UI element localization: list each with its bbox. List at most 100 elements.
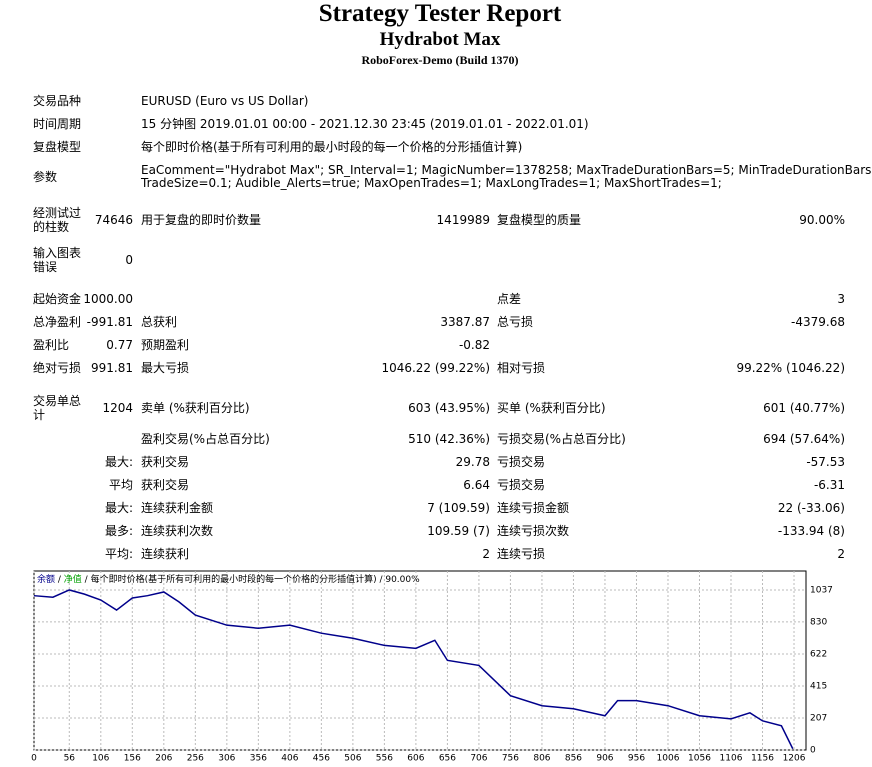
x-tick-label: 1006 — [657, 754, 680, 764]
x-tick-label: 806 — [533, 754, 550, 764]
stat-value: 0.77 — [106, 338, 133, 352]
x-tick-label: 856 — [565, 754, 582, 764]
stat-value: 1046.22 (99.22%) — [381, 361, 490, 375]
stat-value: -0.82 — [458, 338, 490, 352]
separator: / — [55, 575, 64, 585]
stat-label: 连续亏损 — [497, 547, 546, 561]
x-tick-label: 256 — [187, 754, 204, 764]
separator: / — [377, 575, 386, 585]
stat-value: 90.00% — [799, 213, 845, 227]
stat-label: 总亏损 — [497, 315, 534, 329]
subtitle: Hydrabot Max — [379, 29, 501, 50]
stat-value: -4379.68 — [791, 315, 845, 329]
x-tick-label: 106 — [92, 754, 109, 764]
stat-value: 平均 — [108, 478, 133, 492]
x-tick-label: 0 — [31, 754, 37, 764]
stat-label: 相对亏损 — [497, 361, 546, 375]
stat-label: 起始资金 — [33, 292, 82, 306]
stat-label: 点差 — [497, 292, 522, 306]
info-value: EURUSD (Euro vs US Dollar) — [141, 94, 309, 108]
balance-line — [33, 589, 794, 750]
x-tick-label: 56 — [64, 754, 76, 764]
stat-value: 平均: — [104, 547, 133, 561]
stat-value: 最大: — [104, 455, 133, 469]
title: Strategy Tester Report — [318, 0, 562, 27]
plot-area — [33, 570, 807, 751]
stat-value: -57.53 — [806, 455, 845, 469]
stat-label: 复盘模型的质量 — [497, 213, 582, 227]
stat-label: 预期盈利 — [141, 338, 190, 352]
stat-label: 连续获利金额 — [141, 501, 214, 515]
y-tick-label: 0 — [810, 746, 816, 756]
stat-label: 连续亏损金额 — [497, 501, 570, 515]
legend: 余额 / 净值 / 每个即时价格(基于所有可利用的最小时段的每一个价格的分形插值… — [37, 573, 420, 585]
x-tick-label: 456 — [313, 754, 330, 764]
stat-value: 2 — [837, 547, 845, 561]
stat-value: 3 — [837, 292, 845, 306]
info-label: 交易品种 — [33, 94, 82, 108]
x-tick-label: 556 — [376, 754, 393, 764]
stat-value: 601 (40.77%) — [763, 401, 845, 415]
stat-value: 3387.87 — [440, 315, 490, 329]
x-tick-label: 356 — [250, 754, 267, 764]
x-tick-label: 206 — [155, 754, 172, 764]
stat-label: 连续亏损次数 — [497, 524, 570, 538]
stat-label: 连续获利次数 — [141, 524, 214, 538]
stat-value: 1000.00 — [83, 292, 133, 306]
stat-value: -6.31 — [813, 478, 845, 492]
stat-value: 74646 — [94, 213, 133, 227]
stat-value: 2 — [482, 547, 490, 561]
quality: 90.00% — [385, 575, 420, 585]
legend-balance: 余额 — [37, 573, 55, 585]
stat-label: 最大亏损 — [141, 361, 190, 375]
stat-value: 22 (-33.06) — [777, 501, 845, 515]
model-note: 每个即时价格(基于所有可利用的最小时段的每一个价格的分形插值计算) — [91, 573, 377, 585]
info-value: 每个即时价格(基于所有可利用的最小时段的每一个价格的分形插值计算) — [141, 140, 523, 154]
stat-value: 99.22% (1046.22) — [736, 361, 845, 375]
x-tick-label: 1156 — [751, 754, 774, 764]
stat-value: -133.94 (8) — [777, 524, 845, 538]
broker: RoboForex-Demo (Build 1370) — [361, 53, 519, 67]
x-tick-label: 606 — [407, 754, 424, 764]
stat-value: 991.81 — [91, 361, 133, 375]
stat-label: 获利交易 — [141, 478, 190, 492]
x-tick-label: 1106 — [720, 754, 743, 764]
stat-value: 0 — [125, 253, 133, 267]
x-tick-label: 956 — [628, 754, 645, 764]
x-tick-label: 906 — [596, 754, 613, 764]
y-tick-label: 207 — [810, 714, 827, 724]
x-tick-label: 306 — [218, 754, 235, 764]
info-value: TradeSize=0.1; Audible_Alerts=true; MaxO… — [141, 176, 722, 190]
x-tick-label: 156 — [124, 754, 141, 764]
info-value: EaComment="Hydrabot Max"; SR_Interval=1;… — [141, 163, 872, 177]
y-tick-label: 622 — [810, 650, 827, 660]
stat-value: 29.78 — [455, 455, 490, 469]
info-label: 时间周期 — [33, 117, 82, 131]
stat-value: 694 (57.64%) — [763, 432, 845, 446]
stat-label: 亏损交易 — [497, 455, 546, 469]
stat-value: 6.64 — [463, 478, 490, 492]
stat-value: 7 (109.59) — [427, 501, 490, 515]
x-tick-label: 706 — [470, 754, 487, 764]
y-tick-label: 830 — [810, 617, 827, 627]
stat-label: 总净盈利 — [33, 315, 82, 329]
separator: / — [82, 575, 91, 585]
stat-value: 最大: — [104, 501, 133, 515]
x-tick-label: 406 — [281, 754, 298, 764]
x-tick-label: 656 — [439, 754, 456, 764]
y-tick-label: 415 — [810, 681, 827, 691]
stat-label: 卖单 (%获利百分比) — [141, 401, 250, 415]
info-label: 复盘模型 — [33, 140, 82, 154]
stat-value: 1419989 — [436, 213, 490, 227]
stat-label: 用于复盘的即时价数量 — [141, 213, 262, 227]
y-tick-label: 1037 — [810, 585, 833, 595]
stat-label: 盈利比 — [33, 338, 70, 352]
stat-label: 盈利交易(%占总百分比) — [141, 432, 270, 446]
stat-value: 510 (42.36%) — [408, 432, 490, 446]
info-label: 参数 — [33, 170, 58, 184]
x-tick-label: 1056 — [688, 754, 711, 764]
stat-label: 亏损交易 — [497, 478, 546, 492]
chart: 0 56 106 156 206 256 306 356 406 456 506 556 606 656 7… — [31, 570, 833, 764]
stat-value: 1204 — [102, 401, 133, 415]
